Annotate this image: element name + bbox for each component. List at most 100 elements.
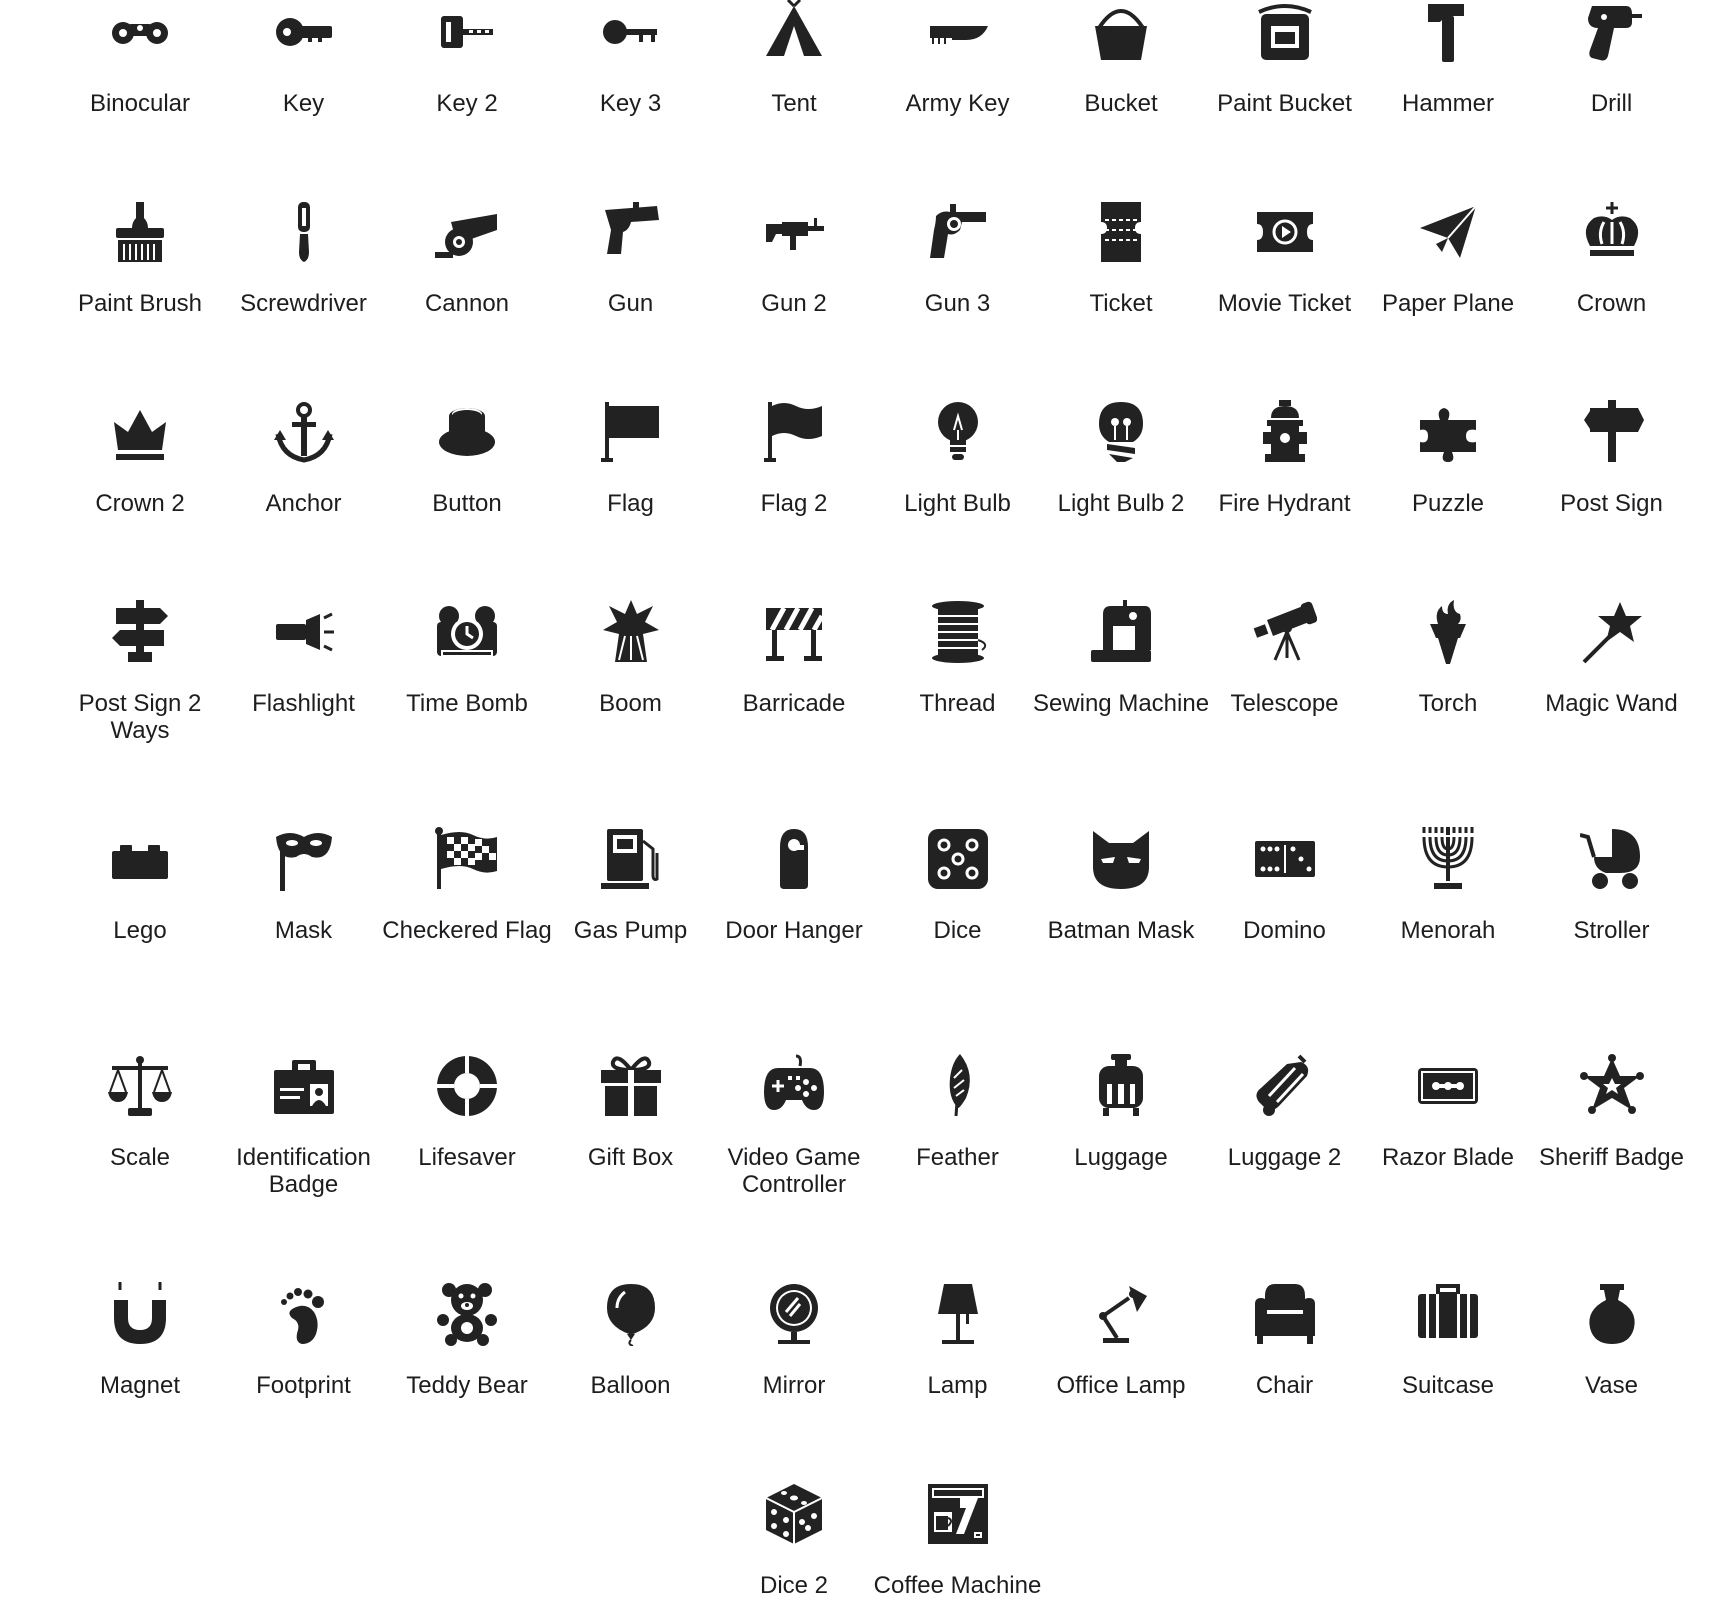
identification-badge-icon (272, 1054, 336, 1118)
batman-mask-icon (1089, 827, 1153, 891)
dice-icon (926, 827, 990, 891)
bucket-icon (1089, 0, 1153, 64)
telescope-icon (1253, 600, 1317, 664)
gun-icon (599, 200, 663, 264)
icon-label: Telescope (1230, 690, 1339, 717)
icon-label: Anchor (265, 490, 342, 517)
icon-label: Chair (1255, 1372, 1314, 1399)
icon-label: Flashlight (252, 690, 355, 717)
icon-label: Mirror (762, 1372, 826, 1399)
fire-hydrant-icon (1253, 400, 1317, 464)
icon-label: Ticket (1089, 290, 1153, 317)
icon-label: Dice 2 (759, 1572, 829, 1599)
paint-bucket-icon (1253, 0, 1317, 64)
icon-label: Office Lamp (1056, 1372, 1186, 1399)
icon-label: Paint Bucket (1217, 90, 1352, 117)
light-bulb-icon (926, 400, 990, 464)
icon-label: Door Hanger (725, 917, 863, 944)
domino-icon (1253, 827, 1317, 891)
lifesaver-icon (435, 1054, 499, 1118)
icon-label: Mask (274, 917, 333, 944)
icon-label: Suitcase (1401, 1372, 1495, 1399)
mask-icon (272, 827, 336, 891)
hammer-icon (1416, 0, 1480, 64)
luggage-icon (1089, 1054, 1153, 1118)
crown-icon (1580, 200, 1644, 264)
puzzle-icon (1416, 400, 1480, 464)
boom-icon (599, 600, 663, 664)
office-lamp-icon (1089, 1282, 1153, 1346)
flashlight-icon (272, 600, 336, 664)
icon-label: Flag 2 (760, 490, 828, 517)
icon-label: Tent (771, 90, 817, 117)
icon-label: Light Bulb (904, 490, 1011, 517)
icon-label: Gift Box (587, 1144, 674, 1171)
sewing-machine-icon (1089, 600, 1153, 664)
razor-blade-icon (1416, 1054, 1480, 1118)
icon-label: Teddy Bear (406, 1372, 528, 1399)
icon-label: Razor Blade (1381, 1144, 1515, 1171)
icon-label: Paint Brush (77, 290, 203, 317)
stroller-icon (1579, 827, 1644, 891)
ticket-icon (1089, 200, 1153, 264)
footprint-icon (272, 1282, 336, 1346)
tent-icon (762, 0, 826, 64)
army-key-icon (926, 0, 990, 64)
icon-label: Lamp (927, 1372, 988, 1399)
luggage-2-icon (1253, 1054, 1317, 1118)
icon-label: Menorah (1400, 917, 1496, 944)
icon-label: Key (282, 90, 325, 117)
icon-label: Dice (933, 917, 982, 944)
icon-label: Crown 2 (95, 490, 185, 517)
icon-label: Magnet (99, 1372, 181, 1399)
icon-label: Puzzle (1411, 490, 1485, 517)
light-bulb-2-icon (1089, 400, 1153, 464)
icon-label: Paper Plane (1381, 290, 1515, 317)
icon-label: Luggage (1074, 1144, 1168, 1171)
icon-label: Bucket (1084, 90, 1158, 117)
icon-label: Thread (919, 690, 996, 717)
time-bomb-icon (435, 600, 499, 664)
balloon-icon (599, 1282, 663, 1346)
gift-box-icon (599, 1054, 663, 1118)
icon-label: Drill (1590, 90, 1633, 117)
checkered-flag-icon (435, 827, 499, 891)
magnet-icon (108, 1282, 172, 1346)
icon-label: Fire Hydrant (1218, 490, 1351, 517)
icon-label: Scale (109, 1144, 171, 1171)
icon-label: Screwdriver (240, 290, 367, 317)
teddy-bear-icon (435, 1282, 499, 1346)
key-2-icon (435, 0, 499, 64)
icon-label: Post Sign 2 Ways (78, 690, 202, 744)
key-3-icon (599, 0, 663, 64)
paper-plane-icon (1416, 200, 1480, 264)
icon-label: Identification Badge (236, 1144, 371, 1198)
lego-icon (108, 827, 172, 891)
magic-wand-icon (1580, 600, 1644, 664)
paint-brush-icon (108, 200, 172, 264)
icon-label: Post Sign (1560, 490, 1663, 517)
torch-icon (1416, 600, 1480, 664)
icon-label: Time Bomb (406, 690, 528, 717)
flag-2-icon (762, 400, 826, 464)
icon-label: Cannon (424, 290, 510, 317)
icon-label: Barricade (742, 690, 846, 717)
icon-label: Checkered Flag (382, 917, 552, 944)
coffee-machine-icon (926, 1482, 990, 1546)
feather-icon (926, 1054, 990, 1118)
cannon-icon (435, 200, 499, 264)
icon-label: Magic Wand (1545, 690, 1678, 717)
menorah-icon (1416, 827, 1480, 891)
icon-label: Video Game Controller (727, 1144, 861, 1198)
screwdriver-icon (272, 200, 336, 264)
crown-2-icon (108, 400, 172, 464)
door-hanger-icon (762, 827, 826, 891)
icon-label: Light Bulb 2 (1057, 490, 1185, 517)
thread-icon (926, 600, 990, 664)
icon-label: Batman Mask (1047, 917, 1195, 944)
binocular-icon (108, 0, 172, 64)
flag-icon (599, 400, 663, 464)
barricade-icon (762, 600, 826, 664)
icon-label: Army Key (905, 90, 1010, 117)
